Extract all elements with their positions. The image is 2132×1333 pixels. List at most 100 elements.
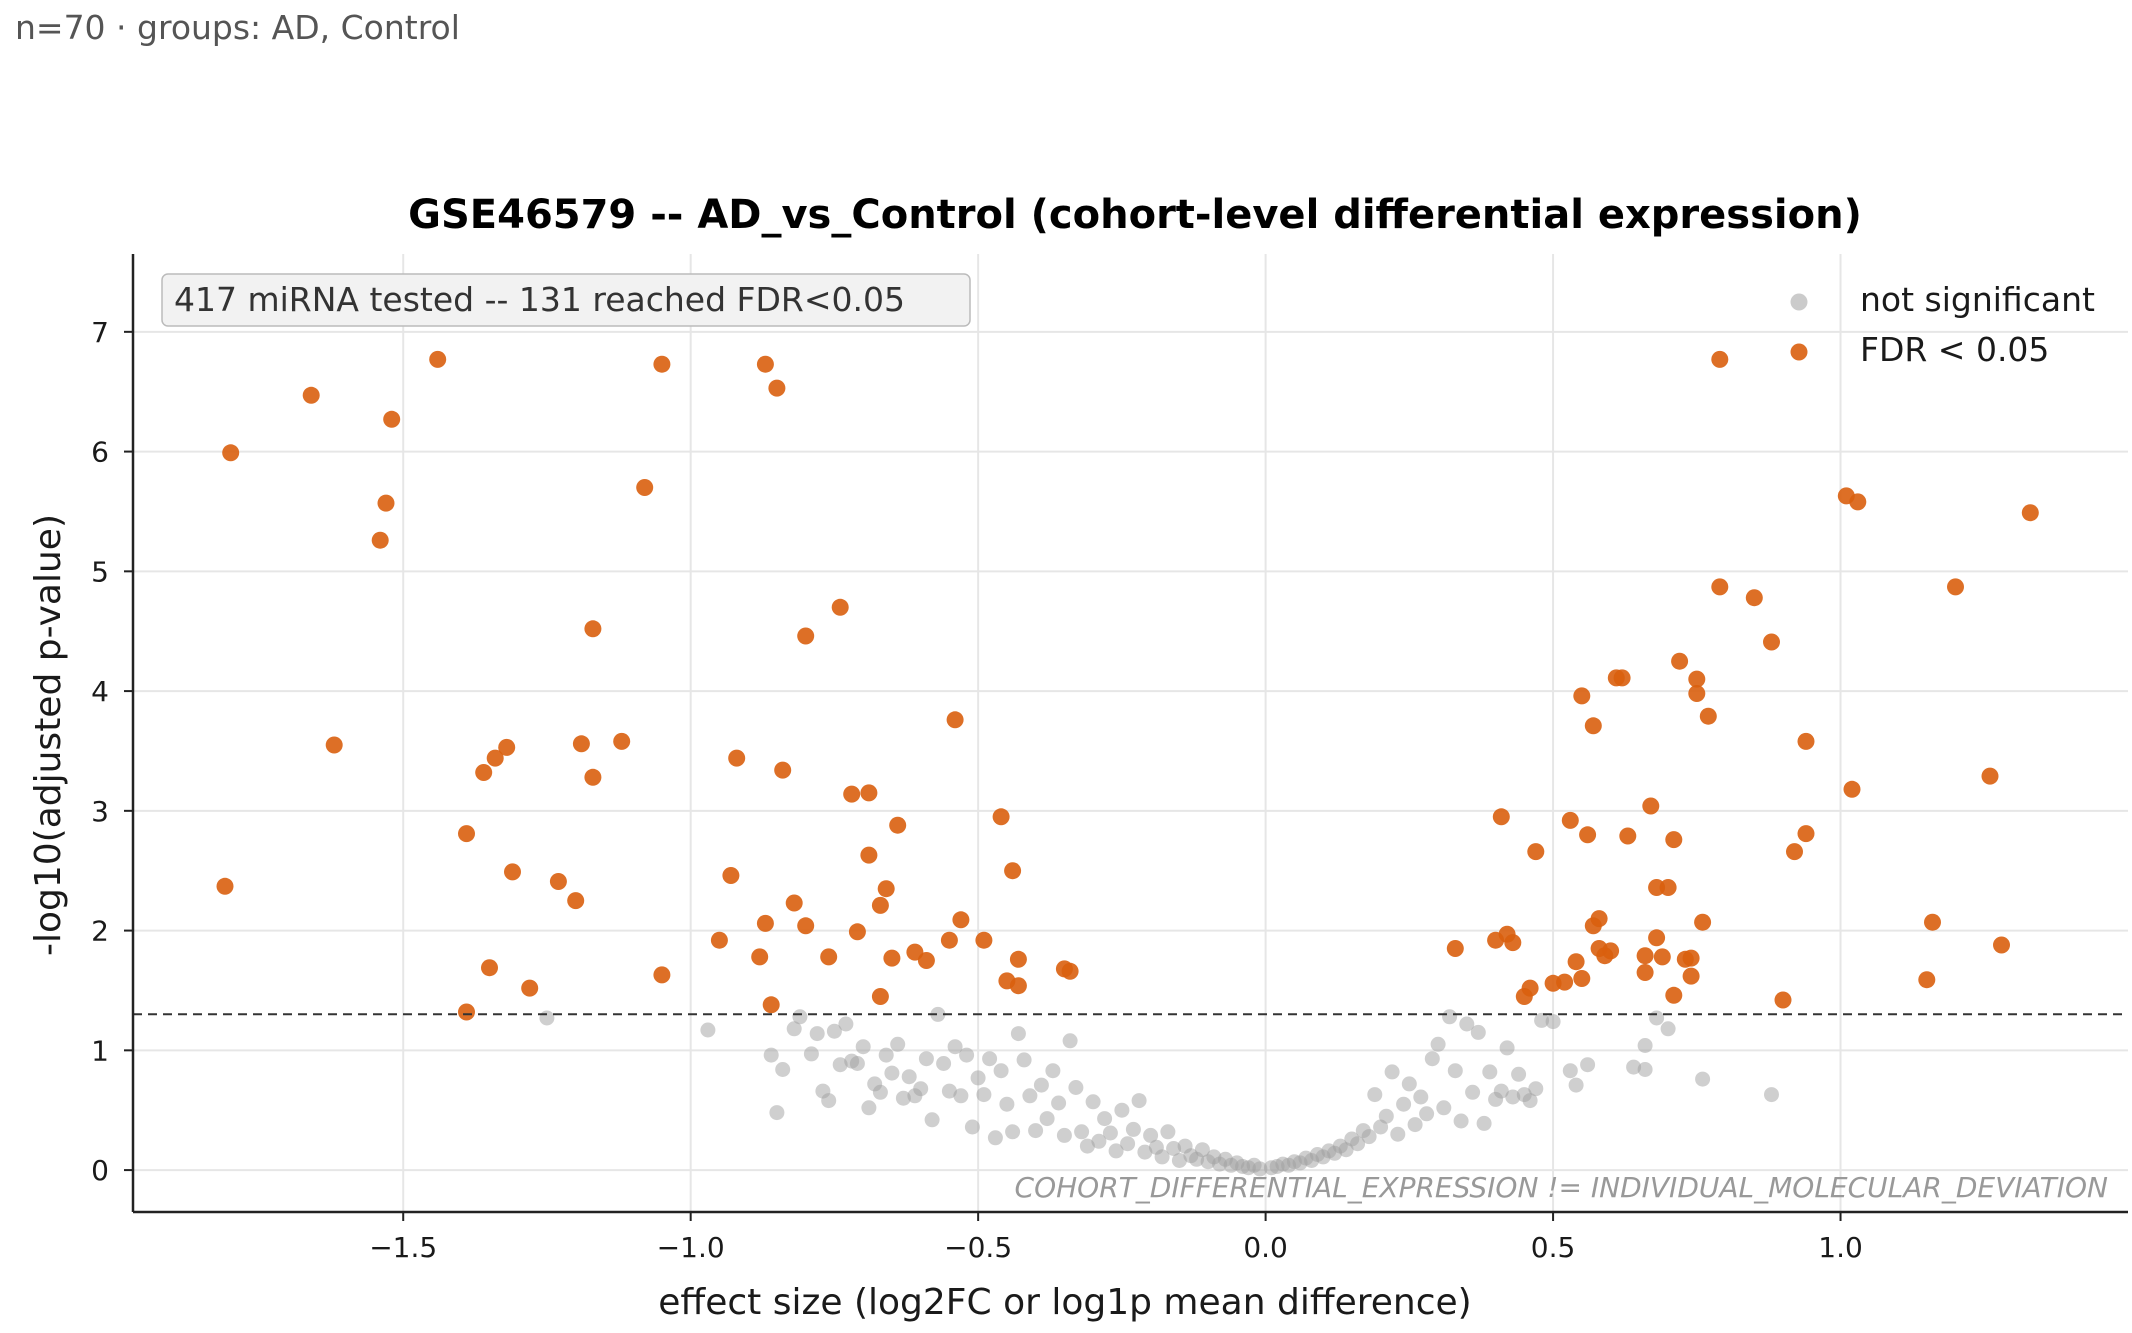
point-significant (1665, 986, 1683, 1004)
x-tick-label: 0.0 (1243, 1231, 1288, 1264)
point-significant (1682, 967, 1700, 985)
point-not-significant (763, 1047, 779, 1063)
point-significant (952, 911, 970, 929)
point-not-significant (1022, 1088, 1038, 1104)
point-not-significant (1120, 1136, 1136, 1152)
annotation-text: 417 miRNA tested -- 131 reached FDR<0.05 (174, 280, 905, 319)
point-not-significant (964, 1119, 980, 1135)
point-not-significant (838, 1016, 854, 1032)
legend-label-significant: FDR < 0.05 (1860, 330, 2049, 369)
point-not-significant (1649, 1010, 1665, 1026)
point-not-significant (1407, 1117, 1423, 1133)
x-tick-label: −0.5 (944, 1231, 1012, 1264)
point-not-significant (1131, 1093, 1147, 1109)
point-not-significant (1010, 1026, 1026, 1042)
point-significant (216, 877, 234, 895)
point-not-significant (1361, 1129, 1377, 1145)
point-not-significant (792, 1009, 808, 1025)
point-significant (377, 494, 395, 512)
point-not-significant (987, 1130, 1003, 1146)
point-significant (871, 988, 889, 1005)
grid (133, 254, 2128, 1212)
point-significant (843, 785, 861, 803)
point-significant (751, 948, 769, 966)
point-not-significant (1166, 1141, 1182, 1156)
x-axis-label: effect size (log2FC or log1p mean differ… (658, 1282, 1471, 1323)
point-significant (1567, 953, 1585, 971)
point-significant (486, 749, 504, 767)
point-not-significant (1143, 1127, 1159, 1143)
point-not-significant (1562, 1063, 1578, 1079)
point-not-significant (936, 1056, 952, 1071)
y-tick-label: 4 (91, 675, 109, 708)
y-tick-label: 6 (91, 436, 109, 469)
point-significant (1648, 929, 1666, 947)
ticks: −1.5 −1.0 −0.5 0.0 0.5 1.0 0 1 2 3 4 5 6 7 (91, 316, 1863, 1264)
point-significant (940, 931, 958, 949)
point-significant (820, 948, 838, 966)
point-not-significant (999, 1096, 1015, 1112)
point-significant (1573, 687, 1591, 705)
point-significant (1924, 913, 1941, 931)
point-not-significant (1534, 1012, 1550, 1028)
point-significant (222, 444, 240, 462)
point-not-significant (1074, 1124, 1090, 1140)
point-not-significant (1660, 1021, 1676, 1037)
point-not-significant (1413, 1089, 1429, 1105)
point-significant (1797, 732, 1815, 750)
point-significant (883, 949, 901, 967)
point-not-significant (1545, 1014, 1561, 1030)
point-significant (722, 867, 740, 884)
point-not-significant (1470, 1024, 1486, 1040)
point-significant (756, 355, 774, 373)
point-not-significant (855, 1039, 871, 1055)
point-not-significant (1505, 1089, 1521, 1105)
point-significant (1797, 825, 1815, 843)
point-significant (498, 738, 516, 756)
point-not-significant (1091, 1133, 1107, 1149)
point-not-significant (1079, 1138, 1095, 1154)
point-significant (504, 863, 521, 881)
point-not-significant (1522, 1093, 1538, 1109)
point-significant (584, 620, 602, 638)
point-not-significant (1499, 1040, 1515, 1056)
point-significant (1636, 947, 1654, 965)
point-significant (1521, 979, 1539, 997)
point-not-significant (1102, 1125, 1118, 1141)
point-significant (1061, 962, 1079, 980)
point-not-significant (959, 1047, 975, 1063)
annotation-box: 417 miRNA tested -- 131 reached FDR<0.05 (161, 273, 971, 327)
point-not-significant (1051, 1095, 1067, 1111)
point-not-significant (803, 1046, 819, 1062)
point-significant (1613, 669, 1631, 687)
point-not-significant (1695, 1071, 1711, 1087)
point-significant (1590, 910, 1608, 928)
point-not-significant (884, 1065, 900, 1081)
point-significant (458, 825, 475, 843)
point-not-significant (890, 1036, 906, 1052)
point-not-significant (1085, 1094, 1101, 1110)
point-not-significant (1033, 1077, 1049, 1093)
point-not-significant (1384, 1064, 1400, 1080)
point-significant (1584, 717, 1602, 735)
point-significant (1993, 936, 2010, 954)
point-significant (768, 379, 786, 397)
legend: not significant FDR < 0.05 (1790, 280, 2095, 369)
point-significant (567, 892, 585, 910)
point-significant (1504, 934, 1522, 952)
point-significant (613, 732, 631, 750)
legend-marker-not-significant (1790, 293, 1808, 311)
point-not-significant (1154, 1149, 1170, 1165)
point-significant (774, 761, 792, 779)
point-significant (756, 914, 774, 932)
point-not-significant (1476, 1115, 1492, 1131)
point-significant (458, 1003, 475, 1021)
point-not-significant (1465, 1084, 1481, 1100)
point-significant (1665, 831, 1683, 849)
point-significant (1947, 578, 1964, 596)
point-not-significant (1430, 1036, 1446, 1052)
x-tick-label: −1.0 (657, 1231, 725, 1264)
point-not-significant (924, 1112, 940, 1128)
point-not-significant (1039, 1111, 1055, 1127)
